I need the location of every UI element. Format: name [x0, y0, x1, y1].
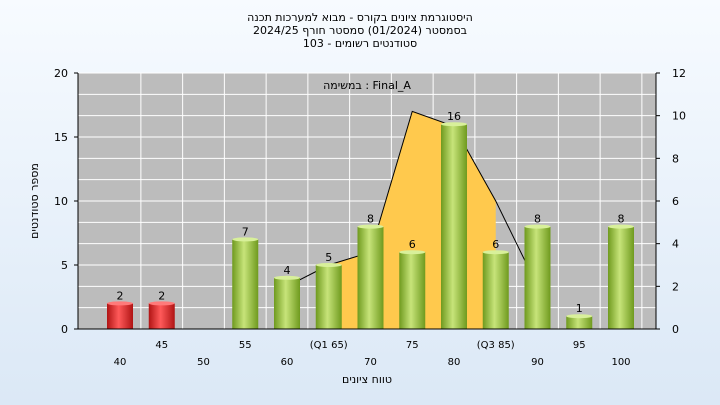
- y-tick-label: 15: [54, 131, 68, 144]
- histogram-bar: [482, 252, 509, 329]
- x-category-label: 70: [364, 357, 377, 368]
- x-category-label: 95: [573, 340, 586, 351]
- chart-title-line-1: היסטוגרמת ציונים בקורס - מבוא למערכות תכ…: [247, 11, 473, 24]
- histogram-bar-top: [357, 224, 384, 229]
- bar-value-label: 2: [158, 289, 165, 302]
- x-category-label: 40: [114, 357, 127, 368]
- histogram-bar-top: [315, 263, 342, 267]
- histogram-bar-top: [441, 122, 467, 127]
- histogram-bar: [148, 303, 175, 329]
- bar-value-label: 8: [618, 213, 625, 226]
- y2-tick-label: 12: [672, 67, 686, 80]
- y2-tick-label: 10: [672, 110, 686, 123]
- histogram-bar-top: [524, 224, 551, 229]
- x-axis-title: טווח ציונים: [342, 373, 392, 386]
- x-axis-labels: 40 45 50 55 60 (Q1 65) 70 75 80 (Q3 85) 90 95 100: [114, 340, 631, 368]
- bar-value-label: 2: [117, 289, 124, 302]
- chart-title-line-2: בסמסטר (01/2024) סמסטר חורף 2024/25: [253, 24, 467, 37]
- x-category-label: 60: [281, 357, 294, 368]
- right-axis-ticks: 0 2 4 6 8 10 12: [656, 67, 686, 336]
- chart-title-line-3: סטודנטים רשומים - 103: [303, 37, 417, 50]
- histogram-bar: [608, 226, 634, 329]
- bar-value-label: 6: [492, 238, 499, 251]
- histogram-bar: [232, 239, 259, 329]
- x-category-label: 75: [406, 340, 419, 351]
- y-tick-label: 20: [54, 67, 68, 80]
- x-category-label: 50: [197, 357, 210, 368]
- histogram-bar: [399, 252, 426, 329]
- bar-value-label: 8: [534, 213, 541, 226]
- histogram-bar: [441, 124, 467, 329]
- x-category-label: (Q1 65): [310, 340, 348, 351]
- bar-value-label: 4: [284, 264, 291, 277]
- y2-tick-label: 2: [672, 280, 679, 293]
- bar-value-label: 7: [242, 225, 249, 238]
- x-category-label: 80: [448, 357, 461, 368]
- histogram-bar-top: [482, 250, 509, 255]
- bar-value-label: 16: [447, 110, 461, 123]
- histogram-bar-top: [232, 237, 259, 242]
- x-category-label: (Q3 85): [477, 340, 515, 351]
- y-tick-label: 10: [54, 195, 68, 208]
- bar-value-label: 6: [409, 238, 416, 251]
- chart-annotation: במשימה : Final_A: [323, 79, 411, 92]
- histogram-bar: [524, 226, 551, 329]
- x-category-label: 55: [239, 340, 252, 351]
- bars-group: 2 2 7 4 5 8 6 16 6 8 1 8: [107, 110, 634, 329]
- bar-value-label: 8: [367, 213, 374, 226]
- left-axis-ticks: 0 5 10 15 20: [54, 67, 78, 336]
- y2-tick-label: 6: [672, 195, 679, 208]
- histogram-bar: [274, 277, 300, 329]
- histogram-bar-top: [274, 275, 300, 280]
- histogram-bar-top: [148, 301, 175, 306]
- y-tick-label: 0: [61, 323, 68, 336]
- y2-tick-label: 8: [672, 152, 679, 165]
- histogram-bar: [566, 316, 593, 329]
- y2-tick-label: 4: [672, 238, 679, 251]
- y-axis-title: מספר סטודנטים: [28, 163, 41, 239]
- x-category-label: 45: [155, 340, 168, 351]
- histogram-bar: [357, 226, 384, 329]
- y-tick-label: 5: [61, 259, 68, 272]
- histogram-bar-top: [107, 301, 133, 306]
- bar-value-label: 5: [325, 251, 332, 264]
- x-category-label: 90: [531, 357, 544, 368]
- histogram-bar-top: [608, 224, 634, 229]
- y2-tick-label: 0: [672, 323, 679, 336]
- histogram-bar-top: [399, 250, 426, 255]
- histogram-bar: [315, 265, 342, 329]
- x-category-label: 100: [611, 357, 630, 368]
- histogram-bar-top: [566, 314, 593, 319]
- histogram-bar: [107, 303, 133, 329]
- bar-value-label: 1: [576, 302, 583, 315]
